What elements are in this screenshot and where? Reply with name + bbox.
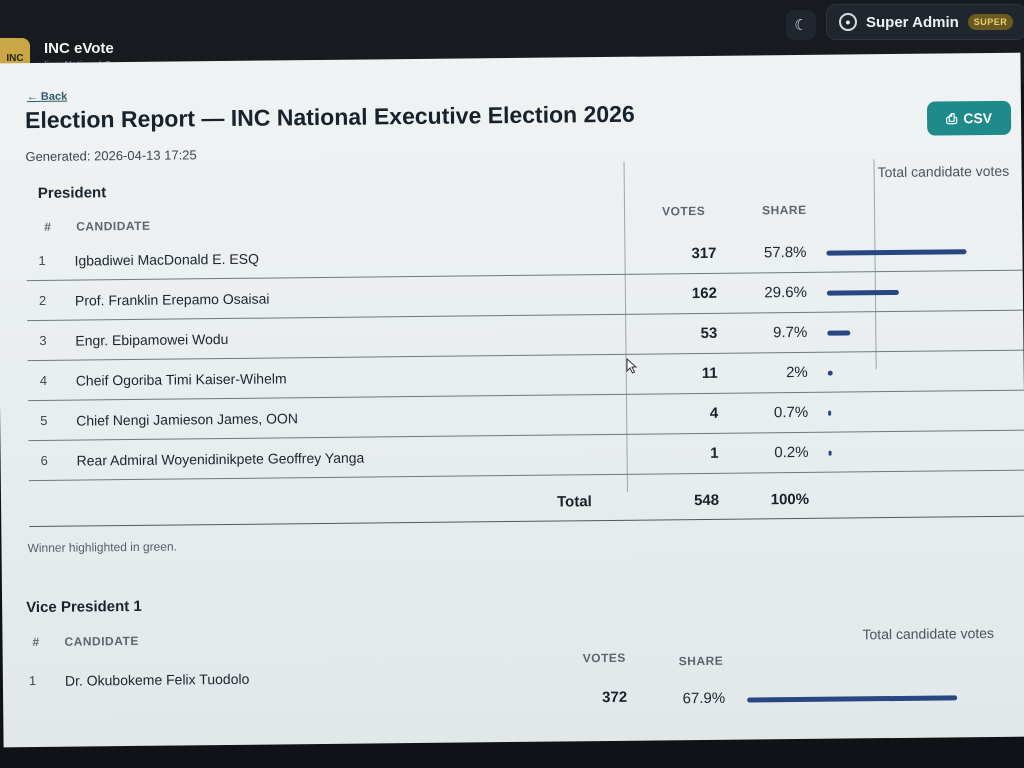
row-number: 4	[39, 372, 48, 388]
vote-count: 162	[691, 284, 717, 303]
total-share: 100%	[770, 490, 810, 509]
share-bar-fill	[826, 249, 967, 256]
share-bar-fill	[747, 695, 958, 703]
csv-export-button[interactable]: ⎙ CSV	[926, 100, 1012, 136]
role-badge: SUPER	[967, 14, 1014, 30]
vote-count: 11	[701, 364, 718, 383]
candidate-name: Cheif Ogoriba Timi Kaiser-Wihelm	[75, 370, 287, 389]
share-bar	[827, 329, 987, 336]
row-number: 3	[39, 332, 47, 348]
share-bar	[828, 409, 988, 416]
generated-timestamp: Generated: 2026-04-13 17:25	[25, 147, 197, 165]
col-header-candidate: CANDIDATE	[76, 218, 151, 234]
winner-note: Winner highlighted in green.	[27, 539, 178, 556]
candidate-name: Engr. Ebipamowei Wodu	[75, 330, 229, 349]
vote-count: 53	[700, 324, 718, 343]
row-number: 6	[40, 452, 48, 468]
vote-share: 29.6%	[764, 283, 807, 302]
mouse-cursor-icon	[626, 358, 638, 374]
vote-share: 2%	[785, 363, 808, 382]
user-label: Super Admin	[866, 13, 959, 31]
row-number: 1	[38, 252, 46, 268]
back-link[interactable]: ← Back	[26, 90, 68, 104]
share-bar	[828, 449, 989, 456]
app-title: INC eVote	[44, 40, 114, 57]
col-header-votes: VOTES	[661, 203, 706, 219]
share-bar-fill	[828, 450, 832, 456]
vote-count: 1	[710, 444, 719, 462]
total-votes-caption: Total candidate votes	[862, 624, 995, 643]
vote-share: 9.7%	[773, 323, 808, 342]
col-header-num: #	[44, 219, 52, 234]
vote-share: 0.2%	[774, 443, 809, 462]
report-panel: ← Back Election Report — INC National Ex…	[0, 52, 1024, 748]
row-number: 1	[28, 672, 37, 689]
share-bar	[747, 694, 1024, 703]
share-bar-fill	[828, 410, 832, 416]
candidate-name: Dr. Okubokeme Felix Tuodolo	[64, 670, 250, 689]
total-row: Total 548 100%	[28, 476, 1024, 528]
back-label: Back	[40, 90, 68, 103]
moon-icon: ☾	[794, 17, 808, 34]
share-bar-fill	[826, 289, 899, 296]
share-bar-fill	[827, 370, 833, 376]
candidate-name: Prof. Franklin Erepamo Osaisai	[74, 290, 270, 309]
vote-count: 372	[602, 688, 628, 707]
row-number: 2	[38, 292, 47, 308]
share-bar	[827, 369, 988, 376]
theme-toggle-button[interactable]: ☾	[786, 10, 816, 40]
col-header-num: #	[32, 634, 40, 650]
csv-label: CSV	[963, 109, 993, 127]
col-header-candidate: CANDIDATE	[64, 633, 139, 649]
user-icon: ●	[839, 13, 857, 31]
vote-share: 0.7%	[773, 403, 809, 422]
col-header-share: SHARE	[761, 202, 807, 218]
page-title: Election Report — INC National Executive…	[24, 100, 635, 134]
section-title-president: President	[37, 184, 107, 202]
vote-share: 67.9%	[682, 689, 726, 708]
total-votes-caption: Total candidate votes	[877, 162, 1010, 181]
vote-count: 4	[709, 404, 719, 422]
total-label: Total	[556, 493, 592, 511]
candidate-name: Igbadiwei MacDonald E. ESQ	[74, 250, 260, 269]
vote-share: 57.8%	[763, 243, 807, 262]
user-menu-button[interactable]: ● Super Admin SUPER	[826, 4, 1024, 40]
table-row: 1 Dr. Okubokeme Felix Tuodolo 372 67.9%	[17, 651, 1014, 721]
row-number: 5	[40, 412, 48, 428]
total-votes: 548	[693, 491, 720, 510]
download-icon: ⎙	[945, 109, 958, 126]
share-bar-fill	[827, 330, 851, 336]
share-bar	[826, 249, 986, 256]
vote-count: 317	[691, 244, 717, 263]
section-title-vice-president: Vice President 1	[26, 597, 142, 617]
candidate-name: Rear Admiral Woyenidinikpete Geoffrey Ya…	[76, 449, 365, 469]
share-bar	[826, 289, 987, 296]
candidate-name: Chief Nengi Jamieson James, OON	[76, 410, 299, 429]
